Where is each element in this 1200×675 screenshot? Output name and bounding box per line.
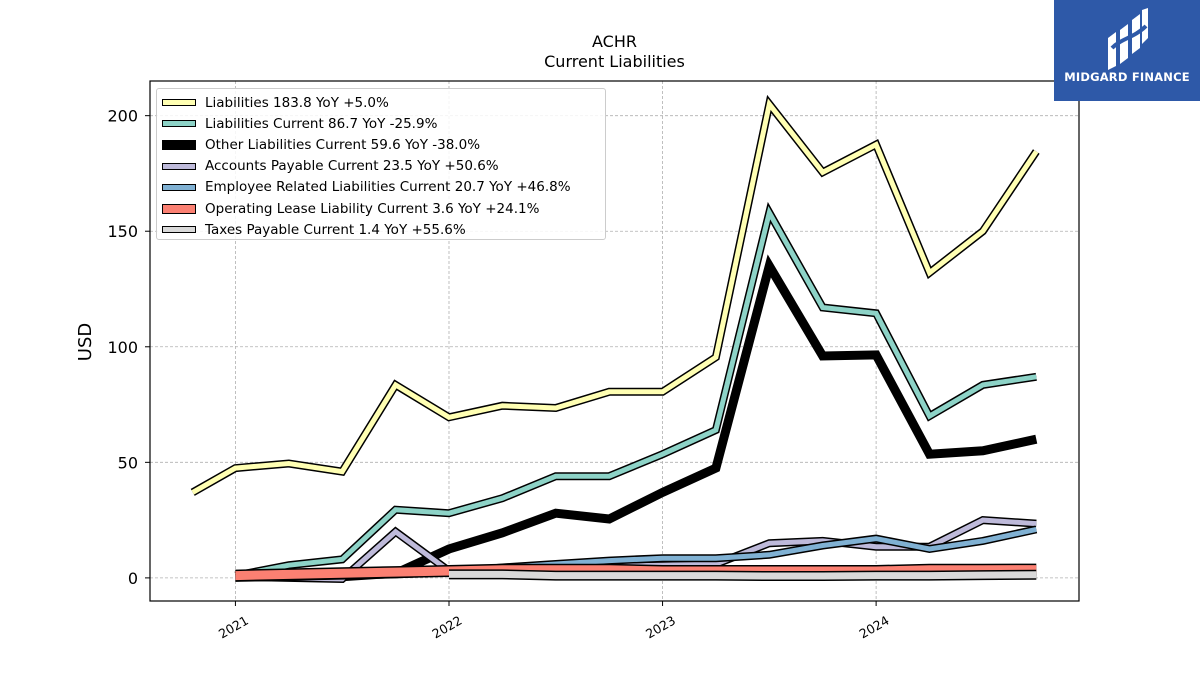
legend-label: Liabilities 183.8 YoY +5.0% bbox=[205, 94, 389, 111]
legend-label: Employee Related Liabilities Current 20.… bbox=[205, 179, 571, 196]
legend-label: Taxes Payable Current 1.4 YoY +55.6% bbox=[205, 221, 466, 238]
x-tick-label: 2024 bbox=[857, 613, 892, 642]
legend-item: Liabilities 183.8 YoY +5.0% bbox=[157, 92, 605, 113]
legend-item: Accounts Payable Current 23.5 YoY +50.6% bbox=[157, 156, 605, 177]
legend-swatch bbox=[162, 162, 196, 170]
legend-item: Employee Related Liabilities Current 20.… bbox=[157, 177, 605, 198]
legend-item: Liabilities Current 86.7 YoY -25.9% bbox=[157, 113, 605, 134]
y-tick-label: 200 bbox=[107, 107, 138, 126]
x-tick-label: 2023 bbox=[643, 613, 678, 642]
brand-logo: MIDGARD FINANCE bbox=[1054, 0, 1200, 101]
legend-label: Operating Lease Liability Current 3.6 Yo… bbox=[205, 200, 540, 217]
chart-subtitle: Current Liabilities bbox=[544, 52, 685, 71]
y-tick-label: 0 bbox=[128, 569, 138, 588]
legend-label: Accounts Payable Current 23.5 YoY +50.6% bbox=[205, 158, 499, 175]
series-line bbox=[235, 254, 1038, 582]
midgard-logo-icon bbox=[1108, 8, 1148, 70]
plot-frame bbox=[149, 80, 1080, 602]
legend-label: Liabilities Current 86.7 YoY -25.9% bbox=[205, 115, 438, 132]
brand-name: MIDGARD FINANCE bbox=[1064, 70, 1190, 84]
series-operating-lease-liability-current bbox=[235, 563, 1037, 582]
chart-title: ACHR bbox=[592, 32, 637, 51]
x-tick-label: 2021 bbox=[216, 613, 251, 642]
x-tick-label: 2022 bbox=[429, 613, 464, 642]
series-liabilities bbox=[190, 94, 1040, 496]
series-line bbox=[449, 570, 1037, 580]
legend-swatch bbox=[162, 226, 196, 234]
legend-swatch bbox=[162, 139, 196, 150]
series-taxes-payable-current bbox=[449, 569, 1037, 581]
legend-item: Taxes Payable Current 1.4 YoY +55.6% bbox=[157, 219, 605, 240]
series-liabilities-current bbox=[234, 201, 1037, 580]
legend-swatch bbox=[162, 203, 196, 214]
y-tick-label: 50 bbox=[118, 453, 138, 472]
legend-label: Other Liabilities Current 59.6 YoY -38.0… bbox=[205, 136, 481, 153]
y-tick-label: 100 bbox=[107, 338, 138, 357]
series-lines bbox=[190, 94, 1040, 584]
legend-swatch bbox=[162, 120, 196, 128]
legend-item: Operating Lease Liability Current 3.6 Yo… bbox=[157, 198, 605, 219]
y-tick-label: 150 bbox=[107, 222, 138, 241]
series-line bbox=[191, 98, 1039, 495]
legend-item: Other Liabilities Current 59.6 YoY -38.0… bbox=[157, 134, 605, 155]
series-other-liabilities-current bbox=[235, 254, 1038, 582]
y-axis-label: USD bbox=[75, 323, 96, 361]
series-line bbox=[235, 565, 1037, 581]
legend-swatch bbox=[162, 183, 196, 191]
legend-swatch bbox=[162, 99, 196, 107]
series-line bbox=[234, 205, 1037, 579]
legend: Liabilities 183.8 YoY +5.0% Liabilities C… bbox=[156, 88, 606, 240]
